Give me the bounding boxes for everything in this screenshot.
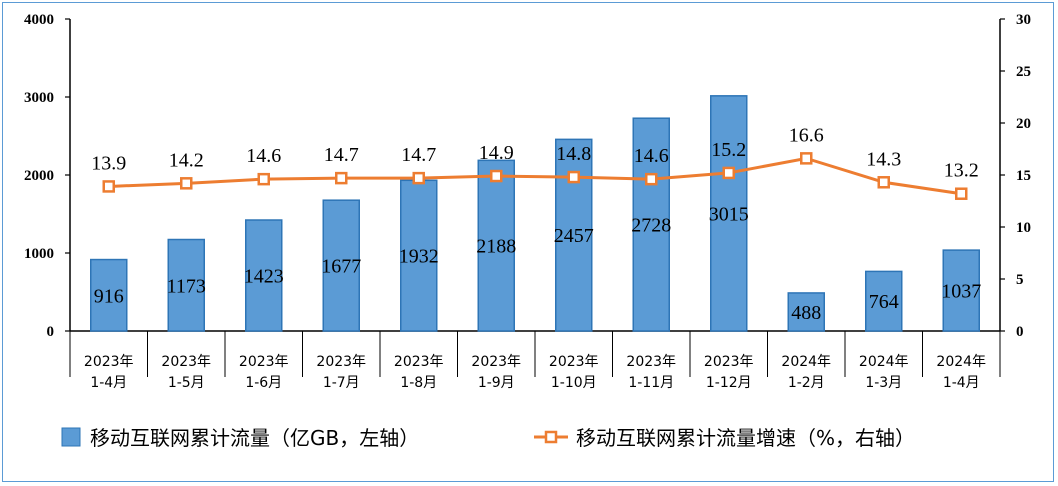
growth-value-label: 15.2 — [711, 139, 746, 161]
left-tick-label: 2000 — [24, 168, 54, 184]
x-tick-label-year: 2023年 — [316, 354, 366, 370]
x-tick-label-period: 1-10月 — [551, 375, 597, 391]
x-tick-label-year: 2023年 — [549, 354, 599, 370]
bar — [167, 238, 205, 332]
x-tick-label-year: 2023年 — [626, 354, 676, 370]
x-tick-label-year: 2023年 — [394, 354, 444, 370]
left-tick-label: 3000 — [24, 90, 54, 106]
bar-value-label: 1677 — [321, 256, 361, 278]
right-tick-label: 25 — [1016, 64, 1031, 80]
bar — [477, 159, 515, 332]
growth-value-label: 14.8 — [556, 143, 591, 165]
x-tick-label-period: 1-3月 — [865, 375, 902, 391]
bar — [245, 219, 283, 332]
bar-value-label: 1932 — [399, 246, 439, 268]
bar-value-label: 1423 — [244, 266, 284, 288]
right-tick-label: 0 — [1016, 324, 1024, 340]
bar — [322, 199, 360, 332]
growth-marker — [180, 177, 193, 190]
right-tick-label: 15 — [1016, 168, 1031, 184]
x-tick-label-period: 1-7月 — [323, 375, 360, 391]
growth-marker — [412, 171, 425, 185]
left-tick-label: 4000 — [24, 12, 54, 28]
growth-marker — [955, 187, 968, 200]
x-tick-label-year: 2023年 — [239, 354, 289, 370]
growth-marker — [722, 166, 735, 180]
x-tick-label-year: 2024年 — [781, 354, 831, 370]
bar — [90, 258, 128, 332]
growth-marker — [490, 169, 503, 183]
x-tick-label-period: 1-6月 — [245, 375, 282, 391]
x-tick-label-year: 2024年 — [859, 354, 909, 370]
x-tick-label-period: 1-5月 — [168, 375, 205, 391]
growth-marker — [877, 176, 890, 189]
growth-value-label: 14.9 — [479, 142, 514, 164]
x-tick-label-period: 1-2月 — [788, 375, 825, 391]
bar-value-label: 2188 — [476, 236, 516, 258]
growth-value-label: 14.6 — [634, 145, 669, 167]
bar-value-label: 1173 — [167, 275, 206, 297]
x-tick-label-period: 1-11月 — [628, 375, 674, 391]
growth-value-label: 14.7 — [401, 144, 436, 166]
legend-line-label: 移动互联网累计流量增速（%，右轴） — [576, 426, 915, 450]
x-tick-label-year: 2023年 — [704, 354, 754, 370]
x-tick-label-period: 1-12月 — [706, 375, 752, 391]
growth-value-label: 13.2 — [944, 160, 979, 182]
bar — [632, 117, 670, 332]
growth-value-label: 14.3 — [866, 148, 901, 170]
right-tick-label: 30 — [1016, 12, 1031, 28]
growth-line — [108, 156, 962, 196]
growth-value-label: 16.6 — [789, 124, 824, 146]
right-tick-label: 20 — [1016, 116, 1031, 132]
growth-marker — [567, 170, 580, 184]
growth-value-label: 14.7 — [324, 144, 359, 166]
growth-marker — [257, 172, 270, 186]
left-tick-label: 0 — [47, 324, 55, 340]
x-tick-label-period: 1-4月 — [90, 375, 127, 391]
legend-bar-swatch — [61, 427, 81, 447]
bar-value-label: 3015 — [709, 203, 749, 225]
right-tick-label: 5 — [1016, 272, 1024, 288]
x-tick-label-year: 2024年 — [936, 354, 986, 370]
bar-value-label: 764 — [869, 291, 899, 313]
x-tick-label-period: 1-4月 — [943, 375, 980, 391]
bar-value-label: 916 — [94, 285, 124, 307]
growth-value-label: 13.9 — [91, 152, 126, 174]
plot-area: 0 1000 2000 3000 4000 0 5 10 15 20 25 30 2023年 1-4月 20… — [24, 12, 1031, 391]
growth-marker — [335, 171, 348, 185]
legend: 移动互联网累计流量（亿GB，左轴） 移动互联网累计流量增速（%，右轴） — [61, 426, 915, 450]
x-tick-label-year: 2023年 — [471, 354, 521, 370]
x-tick-label-year: 2023年 — [84, 354, 134, 370]
left-tick-label: 1000 — [24, 246, 54, 262]
x-tick-label-year: 2023年 — [161, 354, 211, 370]
bar — [710, 95, 748, 332]
x-tick-label-period: 1-8月 — [400, 375, 437, 391]
bar — [787, 292, 825, 332]
bar-value-label: 2457 — [554, 225, 594, 247]
growth-marker — [645, 172, 658, 186]
growth-value-label: 14.2 — [169, 149, 204, 171]
bar-value-label: 2728 — [631, 215, 671, 237]
legend-line-marker — [544, 430, 558, 444]
bar-value-label: 1037 — [941, 281, 981, 303]
legend-bar-label: 移动互联网累计流量（亿GB，左轴） — [90, 426, 419, 450]
growth-marker — [102, 180, 115, 193]
bar — [865, 270, 903, 332]
x-tick-label-period: 1-9月 — [478, 375, 515, 391]
growth-marker — [800, 152, 813, 165]
bar — [942, 249, 980, 332]
bar-value-label: 488 — [791, 302, 821, 324]
right-tick-label: 10 — [1016, 220, 1031, 236]
growth-value-label: 14.6 — [246, 145, 281, 167]
